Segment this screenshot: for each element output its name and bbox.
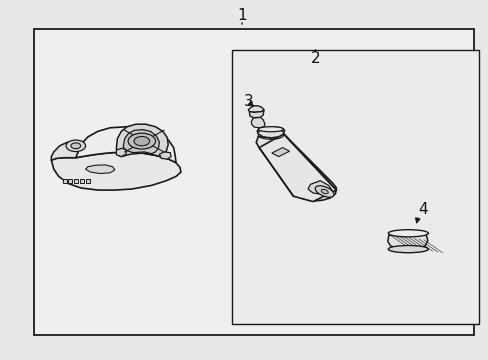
Polygon shape — [68, 179, 72, 183]
Ellipse shape — [258, 127, 283, 132]
Polygon shape — [256, 134, 336, 201]
Text: 4: 4 — [417, 202, 427, 217]
Ellipse shape — [66, 140, 85, 152]
Polygon shape — [249, 110, 264, 118]
Polygon shape — [76, 127, 176, 163]
Ellipse shape — [134, 136, 149, 146]
Ellipse shape — [128, 133, 155, 149]
Polygon shape — [51, 141, 81, 160]
Text: 3: 3 — [243, 94, 253, 109]
Polygon shape — [248, 106, 264, 112]
Text: 1: 1 — [237, 8, 246, 23]
Polygon shape — [251, 117, 264, 128]
Polygon shape — [116, 148, 126, 157]
Polygon shape — [74, 179, 78, 183]
Ellipse shape — [387, 246, 427, 253]
Polygon shape — [85, 165, 115, 174]
Ellipse shape — [315, 186, 333, 197]
Polygon shape — [259, 134, 336, 202]
Text: 2: 2 — [310, 51, 320, 66]
Bar — [34, 29, 473, 335]
Polygon shape — [387, 230, 427, 251]
Ellipse shape — [387, 230, 427, 237]
Polygon shape — [123, 130, 159, 154]
Polygon shape — [86, 179, 90, 183]
Polygon shape — [257, 127, 284, 138]
Ellipse shape — [71, 143, 81, 149]
Polygon shape — [80, 179, 84, 183]
Polygon shape — [116, 124, 168, 157]
Polygon shape — [307, 181, 332, 194]
Polygon shape — [159, 152, 171, 159]
Polygon shape — [51, 152, 181, 190]
Polygon shape — [271, 148, 289, 157]
Polygon shape — [62, 179, 66, 183]
Ellipse shape — [321, 189, 327, 194]
Bar — [232, 50, 478, 324]
